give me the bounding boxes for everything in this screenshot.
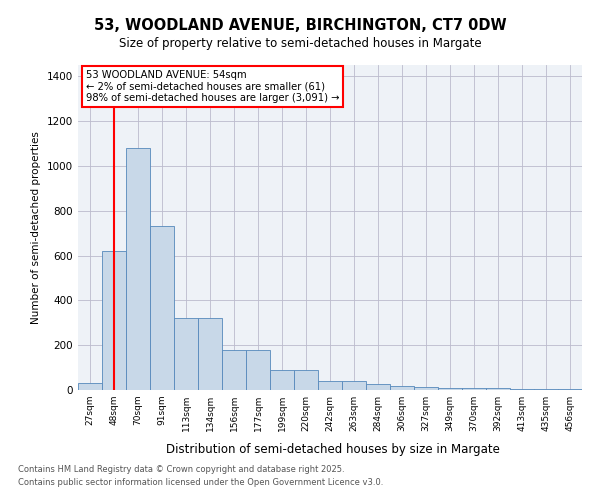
Bar	[270, 370, 294, 390]
Bar	[414, 386, 438, 390]
Bar	[486, 388, 510, 390]
Bar	[462, 388, 486, 390]
Text: Size of property relative to semi-detached houses in Margate: Size of property relative to semi-detach…	[119, 38, 481, 51]
Bar	[222, 350, 246, 390]
Bar	[174, 318, 198, 390]
Text: 53, WOODLAND AVENUE, BIRCHINGTON, CT7 0DW: 53, WOODLAND AVENUE, BIRCHINGTON, CT7 0D…	[94, 18, 506, 32]
Bar	[510, 389, 534, 390]
Text: Contains HM Land Registry data © Crown copyright and database right 2025.: Contains HM Land Registry data © Crown c…	[18, 466, 344, 474]
Bar	[438, 388, 462, 390]
Bar	[198, 318, 222, 390]
Bar	[318, 381, 342, 390]
Bar	[102, 251, 126, 390]
Bar	[390, 386, 414, 390]
Text: Distribution of semi-detached houses by size in Margate: Distribution of semi-detached houses by …	[166, 442, 500, 456]
Bar	[126, 148, 150, 390]
Bar	[78, 384, 102, 390]
Text: 53 WOODLAND AVENUE: 54sqm
← 2% of semi-detached houses are smaller (61)
98% of s: 53 WOODLAND AVENUE: 54sqm ← 2% of semi-d…	[86, 70, 339, 103]
Bar	[342, 381, 366, 390]
Bar	[366, 384, 390, 390]
Y-axis label: Number of semi-detached properties: Number of semi-detached properties	[31, 131, 41, 324]
Bar	[150, 226, 174, 390]
Text: Contains public sector information licensed under the Open Government Licence v3: Contains public sector information licen…	[18, 478, 383, 487]
Bar	[246, 350, 270, 390]
Bar	[294, 370, 318, 390]
